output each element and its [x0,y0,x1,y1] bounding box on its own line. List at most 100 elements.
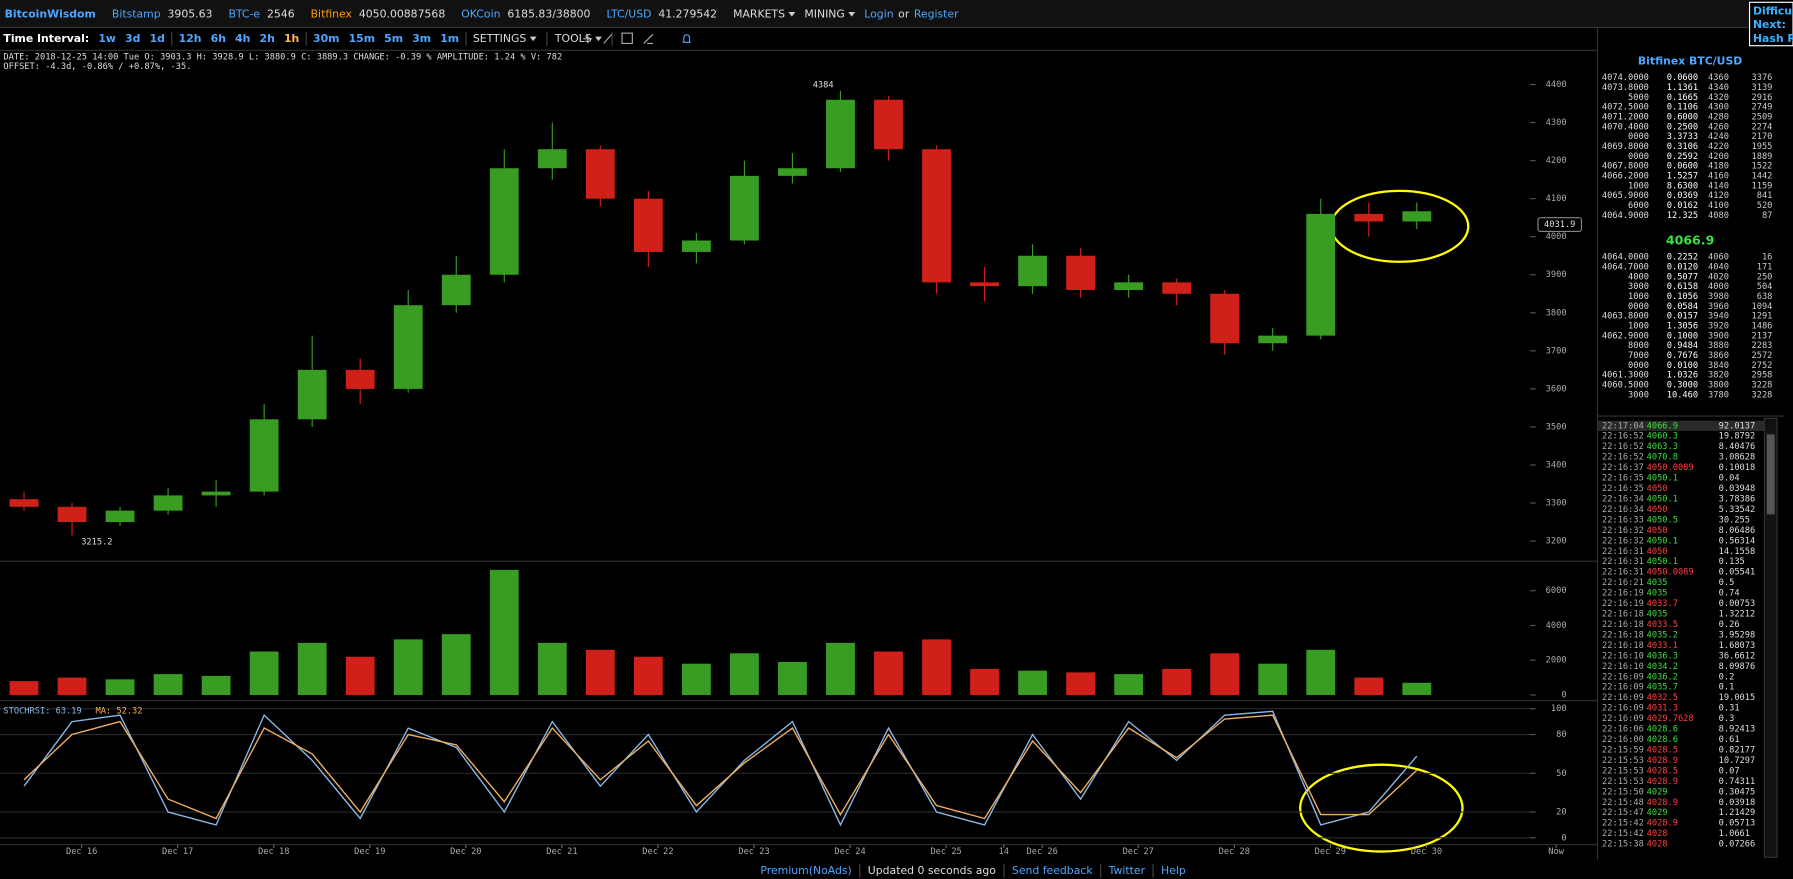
y-tick-label: 3600 [1546,384,1567,394]
footer-link[interactable]: Send feedback [1012,864,1093,877]
trade-price: 4029 [1647,787,1668,797]
interval-button[interactable]: 4h [235,32,250,45]
toolbar-menu[interactable]: TOOLS [554,32,592,45]
trade-time: 22:16:21 [1602,578,1644,588]
candle-body [489,168,519,275]
interval-button[interactable]: 12h [179,32,202,45]
trade-price: 4050 [1647,547,1668,557]
candle-body [922,149,951,283]
interval-button[interactable]: 5m [384,32,403,45]
orderbook-cell: 4300 [1708,103,1729,113]
trade-amount: 0.61 [1719,735,1740,745]
trade-price: 4028.9 [1647,798,1678,808]
interval-button[interactable]: 3d [125,32,140,45]
ticker-name[interactable]: BTC-e [228,7,260,20]
interval-button[interactable]: 30m [313,32,339,45]
toolbar-menu[interactable]: SETTINGS [473,32,527,45]
brand[interactable]: BitcoinWisdom [5,7,96,20]
volume-bar [922,639,951,695]
trade-amount: 1.0661 [1719,829,1750,839]
trade-price: 4033.1 [1647,641,1678,651]
tool-line[interactable] [603,33,613,44]
trade-price: 4036.3 [1647,651,1678,661]
y-tick-label: 0 [1561,690,1566,700]
candle-body [681,240,711,252]
orderbook-cell: 0.1000 [1667,331,1698,341]
trade-amount: 10.7297 [1719,756,1756,766]
orderbook-cell: 1094 [1752,302,1773,312]
footer-link[interactable]: Twitter [1108,864,1146,877]
interval-button[interactable]: 1h [284,32,299,45]
trade-time: 22:16:33 [1602,515,1644,525]
trade-time: 22:16:31 [1602,547,1644,557]
trade-time: 22:16:52 [1602,453,1644,463]
orderbook-cell: 4073.8000 [1602,83,1649,93]
orderbook-cell: 504 [1757,282,1773,292]
interval-button[interactable]: 1m [440,32,459,45]
login-link[interactable]: Login [864,7,893,20]
orderbook-cell: 1.0326 [1667,371,1698,381]
difficulty-box [1748,1,1793,47]
trade-amount: 0.56314 [1719,536,1756,546]
trade-time: 22:15:53 [1602,756,1644,766]
interval-button[interactable]: 2h [260,32,275,45]
volume-bar [489,569,519,695]
volume-bar [537,642,567,695]
info-line: DATE: 2018-12-25 14:00 Tue O: 3903.3 H: … [3,53,562,63]
tool-fib[interactable] [621,32,633,45]
interval-button[interactable]: 1w [98,32,116,45]
trade-time: 22:16:10 [1602,651,1644,661]
footer-link[interactable]: Help [1161,864,1186,877]
candle-body [201,491,231,496]
interval-button[interactable]: 3m [412,32,431,45]
tool-alert[interactable] [682,34,691,43]
trade-amount: 36.6612 [1719,651,1756,661]
orderbook-cell: 10.460 [1667,390,1698,400]
volume-bar [9,681,39,695]
legend-entry: STOCHRSI: 63.19 [3,706,81,716]
difficulty-label: Next: [1753,18,1786,31]
trade-amount: 0.03918 [1719,798,1756,808]
orderbook-cell: 4069.8000 [1602,142,1649,152]
orderbook-title: Bitfinex BTC/USD [1638,55,1742,68]
ticker-name[interactable]: Bitstamp [112,7,161,20]
register-link[interactable]: Register [914,7,959,20]
trade-time: 22:16:35 [1602,484,1644,494]
x-tick-label: 14 [999,847,1009,857]
ticker-name[interactable]: Bitfinex [311,7,353,20]
menu[interactable]: MINING [804,7,844,20]
ticker-name[interactable]: OKCoin [461,7,500,20]
orderbook-cell: 4320 [1708,93,1729,103]
y-tick-label: 4400 [1546,80,1567,90]
trade-amount: 3.95298 [1719,630,1756,640]
candle-body [1018,255,1047,287]
orderbook-cell: 0000 [1628,152,1649,162]
orderbook-cell: 1486 [1752,321,1773,331]
orderbook-cell: 3900 [1708,331,1729,341]
scrollbar [1763,417,1778,858]
orderbook-cell: 4020 [1708,272,1729,282]
ticker-name[interactable]: LTC/USD [606,7,651,20]
scrollbar-thumb [1766,434,1775,515]
orderbook-cell: 4100 [1708,201,1729,211]
interval-button[interactable]: 15m [349,32,375,45]
candle-body [1114,282,1144,290]
interval-button[interactable]: 6h [211,32,226,45]
orderbook-cell: 0.0600 [1667,162,1698,172]
orderbook-cell: 0.3000 [1667,380,1698,390]
tool-crosshair[interactable] [583,34,593,44]
x-tick-label: Dec 22 [642,847,673,857]
high-annotation: 4384 [813,80,834,90]
menu[interactable]: MARKETS [733,7,785,20]
trade-price: 4029.7628 [1647,714,1694,724]
trade-amount: 3.78386 [1719,494,1756,504]
footer-link[interactable]: Premium(NoAds) [760,864,851,877]
trade-time: 22:15:48 [1602,798,1644,808]
x-tick-label: Now [1548,847,1564,857]
interval-button[interactable]: 1d [150,32,165,45]
trade-time: 22:16:37 [1602,463,1644,473]
y-tick-label: 4200 [1546,156,1567,166]
y-tick-label: 4300 [1546,118,1567,128]
volume-bar [153,674,183,695]
tool-pen[interactable] [643,33,654,45]
